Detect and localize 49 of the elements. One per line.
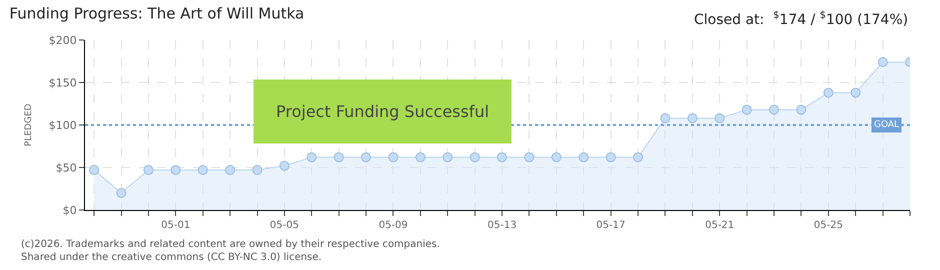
point (361, 152, 372, 162)
point (714, 113, 725, 124)
point (796, 104, 806, 115)
x-tick-label: 05-17 (596, 220, 626, 231)
x-tick-label: 05-13 (488, 220, 517, 231)
annotation: Project Funding Successful (276, 102, 490, 121)
point (578, 152, 589, 162)
point (524, 152, 534, 162)
point (660, 113, 670, 124)
point (252, 165, 262, 176)
point (89, 165, 100, 176)
y-tick-label: $100 (48, 118, 77, 132)
point (878, 57, 888, 68)
point (334, 152, 344, 162)
point (551, 152, 562, 162)
text: (c)2026. Trademarks and related content are owned by their respective companies. (21, 239, 440, 250)
y-tick-label: $150 (48, 76, 77, 90)
point (198, 165, 208, 176)
x-tick-label: 05-25 (814, 220, 843, 231)
text: Shared under the creative commons (CC BY-NC 3.0) license. (21, 252, 322, 263)
point (306, 152, 317, 162)
point (116, 188, 126, 198)
point (823, 88, 834, 98)
x-tick-label: 05-05 (270, 220, 299, 231)
y-tick-label: $50 (56, 161, 77, 174)
point (497, 152, 508, 162)
point (388, 152, 398, 162)
x-tick-label: 05-21 (705, 220, 734, 231)
ref-line-label: GOAL (874, 120, 900, 130)
point (170, 165, 181, 176)
chart-title: Funding Progress: The Art of Will Mutka (9, 4, 304, 23)
point (470, 152, 480, 162)
point (606, 152, 616, 162)
point (850, 88, 861, 98)
text: Closed at: $^{$}$174 / $^{$}$100 (174%) (694, 10, 908, 28)
point (687, 113, 698, 124)
point (742, 104, 752, 115)
point (769, 104, 780, 115)
x-tick-label: 05-01 (161, 220, 190, 231)
x-tick-label: 05-09 (378, 220, 408, 231)
point (143, 165, 154, 176)
point (225, 165, 236, 176)
y-axis-title: PLEDGED (24, 104, 34, 146)
point (415, 152, 426, 162)
point (279, 160, 290, 171)
y-tick-label: $200 (48, 34, 77, 47)
point (442, 152, 453, 162)
point (633, 152, 644, 162)
y-tick-label: $0 (62, 204, 77, 217)
